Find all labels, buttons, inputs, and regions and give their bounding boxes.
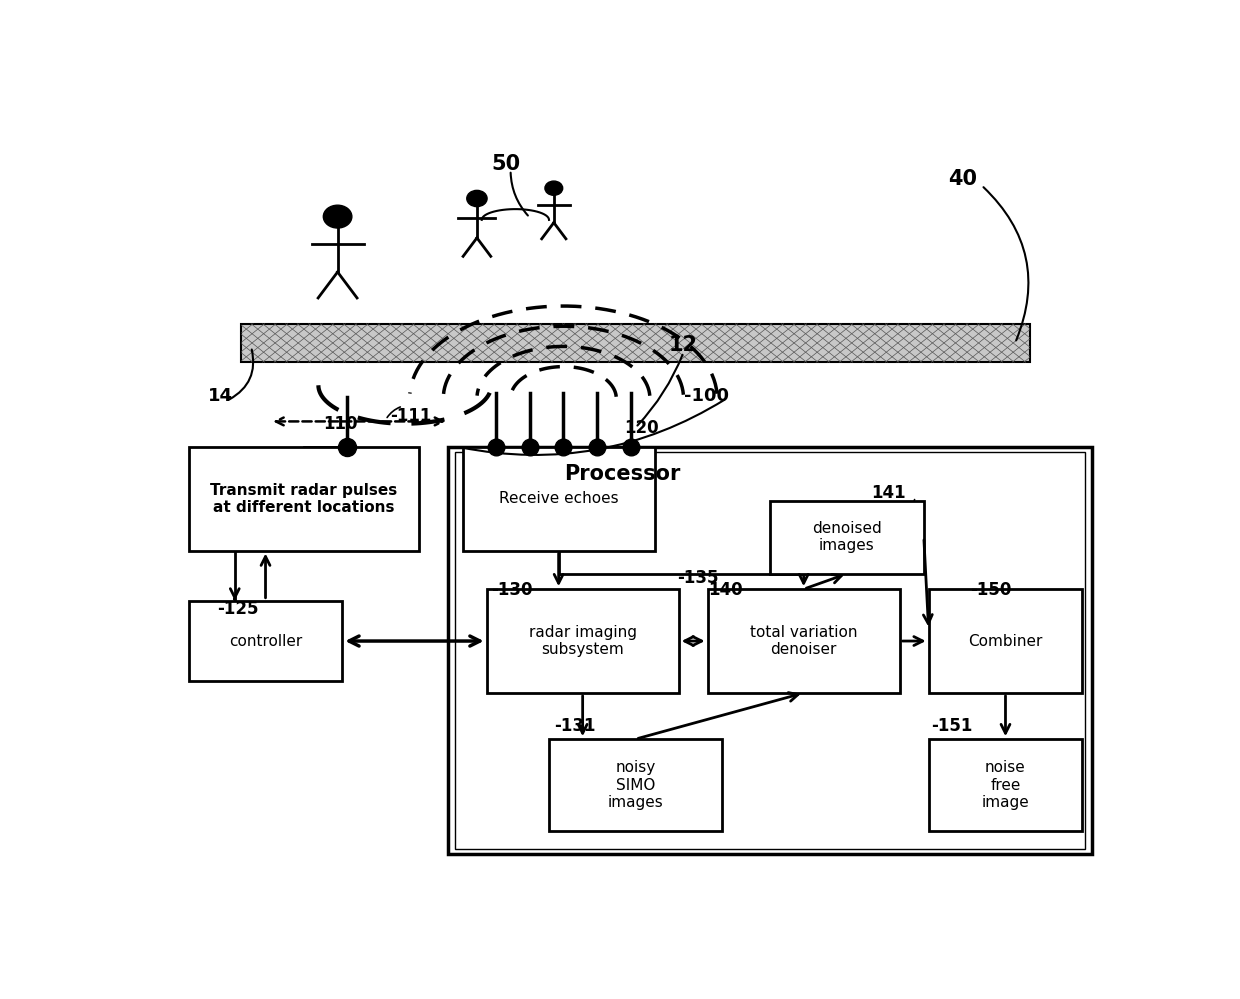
Text: -135: -135 bbox=[677, 569, 718, 587]
Text: Combiner: Combiner bbox=[968, 633, 1043, 648]
Text: 50: 50 bbox=[491, 154, 521, 174]
Text: Receive echoes: Receive echoes bbox=[498, 492, 619, 506]
Text: 12: 12 bbox=[670, 335, 698, 355]
Circle shape bbox=[544, 181, 563, 195]
Text: 141: 141 bbox=[870, 485, 905, 502]
Text: -111: -111 bbox=[391, 408, 432, 426]
Text: -151: -151 bbox=[931, 717, 973, 735]
Text: noisy
SIMO
images: noisy SIMO images bbox=[608, 760, 663, 810]
FancyBboxPatch shape bbox=[929, 739, 1083, 831]
FancyBboxPatch shape bbox=[770, 500, 924, 573]
Circle shape bbox=[324, 205, 352, 228]
Text: 140: 140 bbox=[708, 581, 743, 599]
Text: -100: -100 bbox=[683, 387, 729, 405]
FancyBboxPatch shape bbox=[242, 324, 1029, 363]
Text: controller: controller bbox=[229, 633, 303, 648]
Text: total variation
denoiser: total variation denoiser bbox=[750, 624, 857, 657]
Text: -131: -131 bbox=[554, 717, 595, 735]
FancyBboxPatch shape bbox=[929, 589, 1083, 693]
Text: -125: -125 bbox=[217, 599, 259, 617]
Text: noise
free
image: noise free image bbox=[982, 760, 1029, 810]
Text: 110: 110 bbox=[324, 416, 357, 434]
FancyBboxPatch shape bbox=[448, 447, 1092, 854]
FancyBboxPatch shape bbox=[486, 589, 678, 693]
Text: Processor: Processor bbox=[564, 464, 680, 484]
FancyBboxPatch shape bbox=[455, 453, 1085, 849]
Text: Transmit radar pulses
at different locations: Transmit radar pulses at different locat… bbox=[211, 483, 398, 514]
FancyBboxPatch shape bbox=[188, 600, 342, 681]
Text: 14: 14 bbox=[208, 387, 233, 405]
Text: radar imaging
subsystem: radar imaging subsystem bbox=[528, 624, 636, 657]
Text: 40: 40 bbox=[947, 169, 977, 189]
Text: -130: -130 bbox=[491, 581, 533, 599]
Text: 120: 120 bbox=[624, 419, 658, 437]
FancyBboxPatch shape bbox=[188, 447, 419, 550]
FancyBboxPatch shape bbox=[708, 589, 900, 693]
FancyBboxPatch shape bbox=[463, 447, 655, 550]
Text: -150: -150 bbox=[970, 581, 1012, 599]
Text: denoised
images: denoised images bbox=[812, 521, 882, 553]
FancyBboxPatch shape bbox=[549, 739, 722, 831]
Circle shape bbox=[466, 191, 487, 207]
